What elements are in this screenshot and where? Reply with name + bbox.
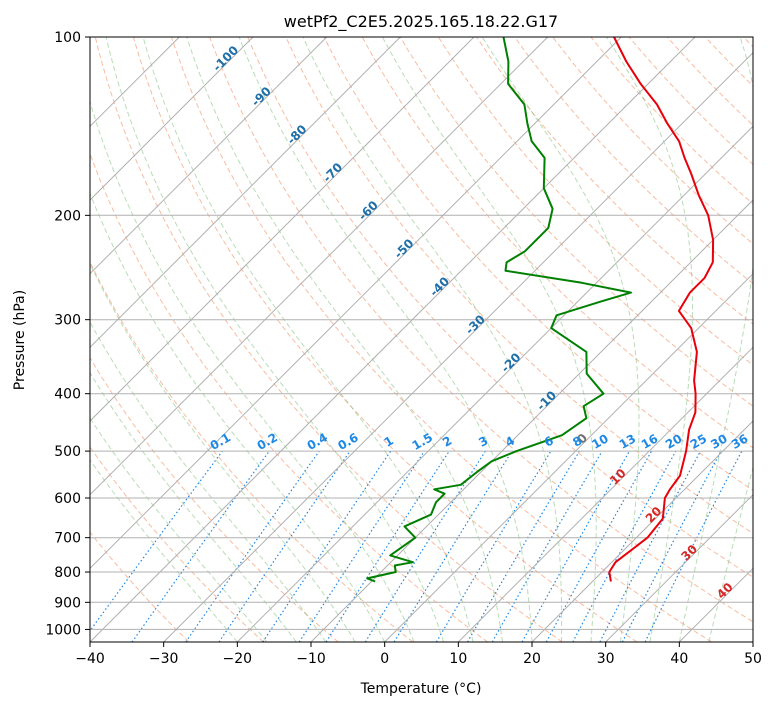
y-tick-label: 800 (54, 565, 81, 581)
dry-adiabat (90, 356, 339, 642)
series-lines (366, 37, 715, 583)
grid-lines (90, 37, 753, 642)
moist-adiabat (708, 465, 753, 642)
x-axis: −40 −30 −20 −10 0 10 20 30 40 50 (75, 642, 762, 667)
x-tick-label: 0 (380, 651, 389, 667)
x-tick-label: 40 (670, 651, 688, 667)
moist-adiabat (481, 37, 640, 642)
x-tick-label: −40 (75, 651, 105, 667)
dry-adiabat (323, 37, 753, 491)
isotherm-line (90, 37, 622, 570)
chart-title: wetPf2_C2E5.2025.165.18.22.G17 (284, 12, 558, 32)
mixing-ratio-line (393, 450, 513, 642)
dewpoint-line (366, 37, 632, 583)
isotherm-line (90, 37, 401, 349)
moist-adiabat (142, 37, 474, 642)
isotherm-line (90, 37, 328, 275)
mixing-ratio-line (545, 450, 653, 642)
moist-adiabat (105, 37, 445, 642)
dry-adiabat (285, 37, 753, 535)
moist-adiabat (90, 459, 238, 642)
y-tick-label: 600 (54, 491, 81, 507)
x-tick-label: 30 (597, 651, 615, 667)
dry-adiabat (209, 37, 753, 623)
x-tick-label: 10 (449, 651, 467, 667)
mixing-ratio-line (90, 450, 223, 632)
x-tick-label: 20 (523, 651, 541, 667)
dry-adiabat (90, 152, 488, 642)
isotherm-line (605, 493, 753, 642)
y-tick-label: 300 (54, 313, 81, 329)
background-lines (90, 37, 753, 642)
moist-adiabat (302, 37, 563, 642)
x-tick-label: −30 (149, 651, 179, 667)
dry-adiabat (437, 37, 753, 366)
y-axis-label: Pressure (hPa) (12, 290, 28, 390)
mixing-ratio-line (298, 450, 425, 642)
mixing-ratio-line (131, 450, 270, 642)
moist-adiabat (238, 37, 533, 642)
moist-adiabat (90, 192, 386, 642)
isotherm-line (90, 37, 475, 422)
x-tick-label: −20 (223, 651, 253, 667)
dry-adiabat (247, 37, 753, 578)
isotherm-line (163, 51, 753, 642)
moist-adiabat (606, 37, 693, 642)
moist-adiabat (381, 37, 597, 642)
moist-adiabat (678, 37, 753, 642)
isotherm-line (90, 37, 254, 201)
y-tick-label: 500 (54, 444, 81, 460)
y-tick-label: 100 (54, 30, 81, 46)
mixing-ratio-line (185, 450, 320, 642)
dry-adiabat (90, 531, 190, 642)
y-tick-label: 700 (54, 531, 81, 547)
dry-adiabat (514, 37, 753, 285)
mixing-ratio-line (262, 450, 392, 642)
isotherm-line (90, 37, 696, 642)
mixing-ratio-line (644, 450, 743, 642)
x-axis-label: Temperature (°C) (360, 681, 482, 697)
isotherm-line (236, 125, 753, 642)
isotherm-line (531, 420, 753, 642)
dry-adiabat (171, 37, 712, 642)
dry-adiabat (361, 37, 753, 449)
y-axis: 100 200 300 400 500 600 700 800 900 1000 (45, 30, 90, 638)
x-tick-label: 50 (744, 651, 762, 667)
dry-adiabat (90, 446, 264, 642)
mixing-ratio-line (325, 450, 450, 642)
dry-adiabat (132, 37, 638, 642)
dry-adiabat (399, 37, 753, 407)
y-tick-label: 1000 (45, 622, 81, 638)
mixing-ratio-line (218, 450, 351, 642)
y-tick-label: 900 (54, 595, 81, 611)
dry-adiabat (94, 37, 563, 642)
isotherm-line (90, 37, 549, 496)
moist-adiabat (90, 417, 268, 642)
plot-frame (89, 36, 754, 643)
y-tick-label: 200 (54, 208, 81, 224)
isotherm-line (457, 346, 753, 642)
temperature-line (608, 37, 715, 582)
moist-adiabat (90, 321, 327, 642)
mixing-ratio-line (521, 450, 631, 642)
y-tick-label: 400 (54, 387, 81, 403)
moist-adiabat (186, 37, 503, 642)
isotherm-line (384, 272, 753, 642)
x-tick-label: −10 (296, 651, 326, 667)
moist-adiabat (90, 262, 356, 642)
